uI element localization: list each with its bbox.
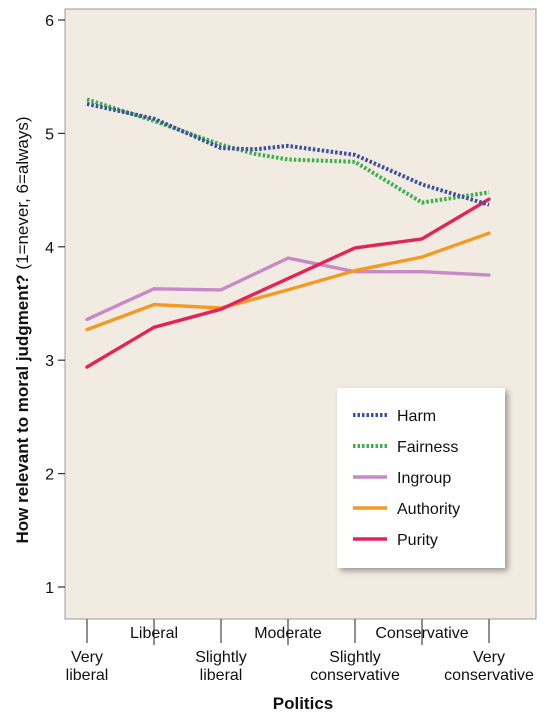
x-tick-label: Conservative: [375, 625, 468, 642]
x-tick-label: Moderate: [254, 625, 322, 642]
legend-label-ingroup: Ingroup: [397, 470, 451, 487]
y-axis-title-note: (1=never, 6=always): [13, 116, 32, 274]
legend: Harm Fairness Ingroup Authority Purity: [337, 388, 505, 568]
x-axis-title: Politics: [273, 694, 333, 713]
series-line-ingroup: [85, 256, 491, 322]
x-tick-label: Very: [473, 649, 505, 666]
y-axis-title-main: How relevant to moral judgment?: [13, 274, 32, 543]
x-tick-label: Very: [71, 649, 103, 666]
x-tick-label: liberal: [66, 667, 109, 684]
x-tick-label: Liberal: [130, 625, 178, 642]
x-tick-label: Slightly: [329, 649, 381, 666]
y-tick-label: 6: [45, 13, 54, 30]
y-tick-label: 1: [45, 580, 54, 597]
x-tick-label: liberal: [200, 667, 243, 684]
series-line-purity: [85, 197, 491, 369]
legend-label-harm: Harm: [397, 408, 436, 425]
y-tick-label: 2: [45, 467, 54, 484]
series-line-authority: [85, 231, 491, 332]
y-axis: 1 2 3 4 5 6: [45, 13, 65, 597]
legend-label-fairness: Fairness: [397, 439, 458, 456]
x-tick-label: conservative: [310, 667, 400, 684]
x-axis: VeryliberalLiberalSlightlyliberalModerat…: [66, 619, 534, 684]
series-layer: [85, 97, 491, 369]
y-tick-label: 3: [45, 353, 54, 370]
legend-label-authority: Authority: [397, 501, 460, 518]
legend-label-purity: Purity: [397, 532, 438, 549]
x-tick-label: conservative: [444, 667, 534, 684]
y-tick-label: 5: [45, 126, 54, 143]
series-line-harm: [86, 101, 490, 207]
y-axis-title: How relevant to moral judgment? (1=never…: [13, 116, 32, 543]
y-tick-label: 4: [45, 240, 54, 257]
x-tick-label: Slightly: [195, 649, 247, 666]
